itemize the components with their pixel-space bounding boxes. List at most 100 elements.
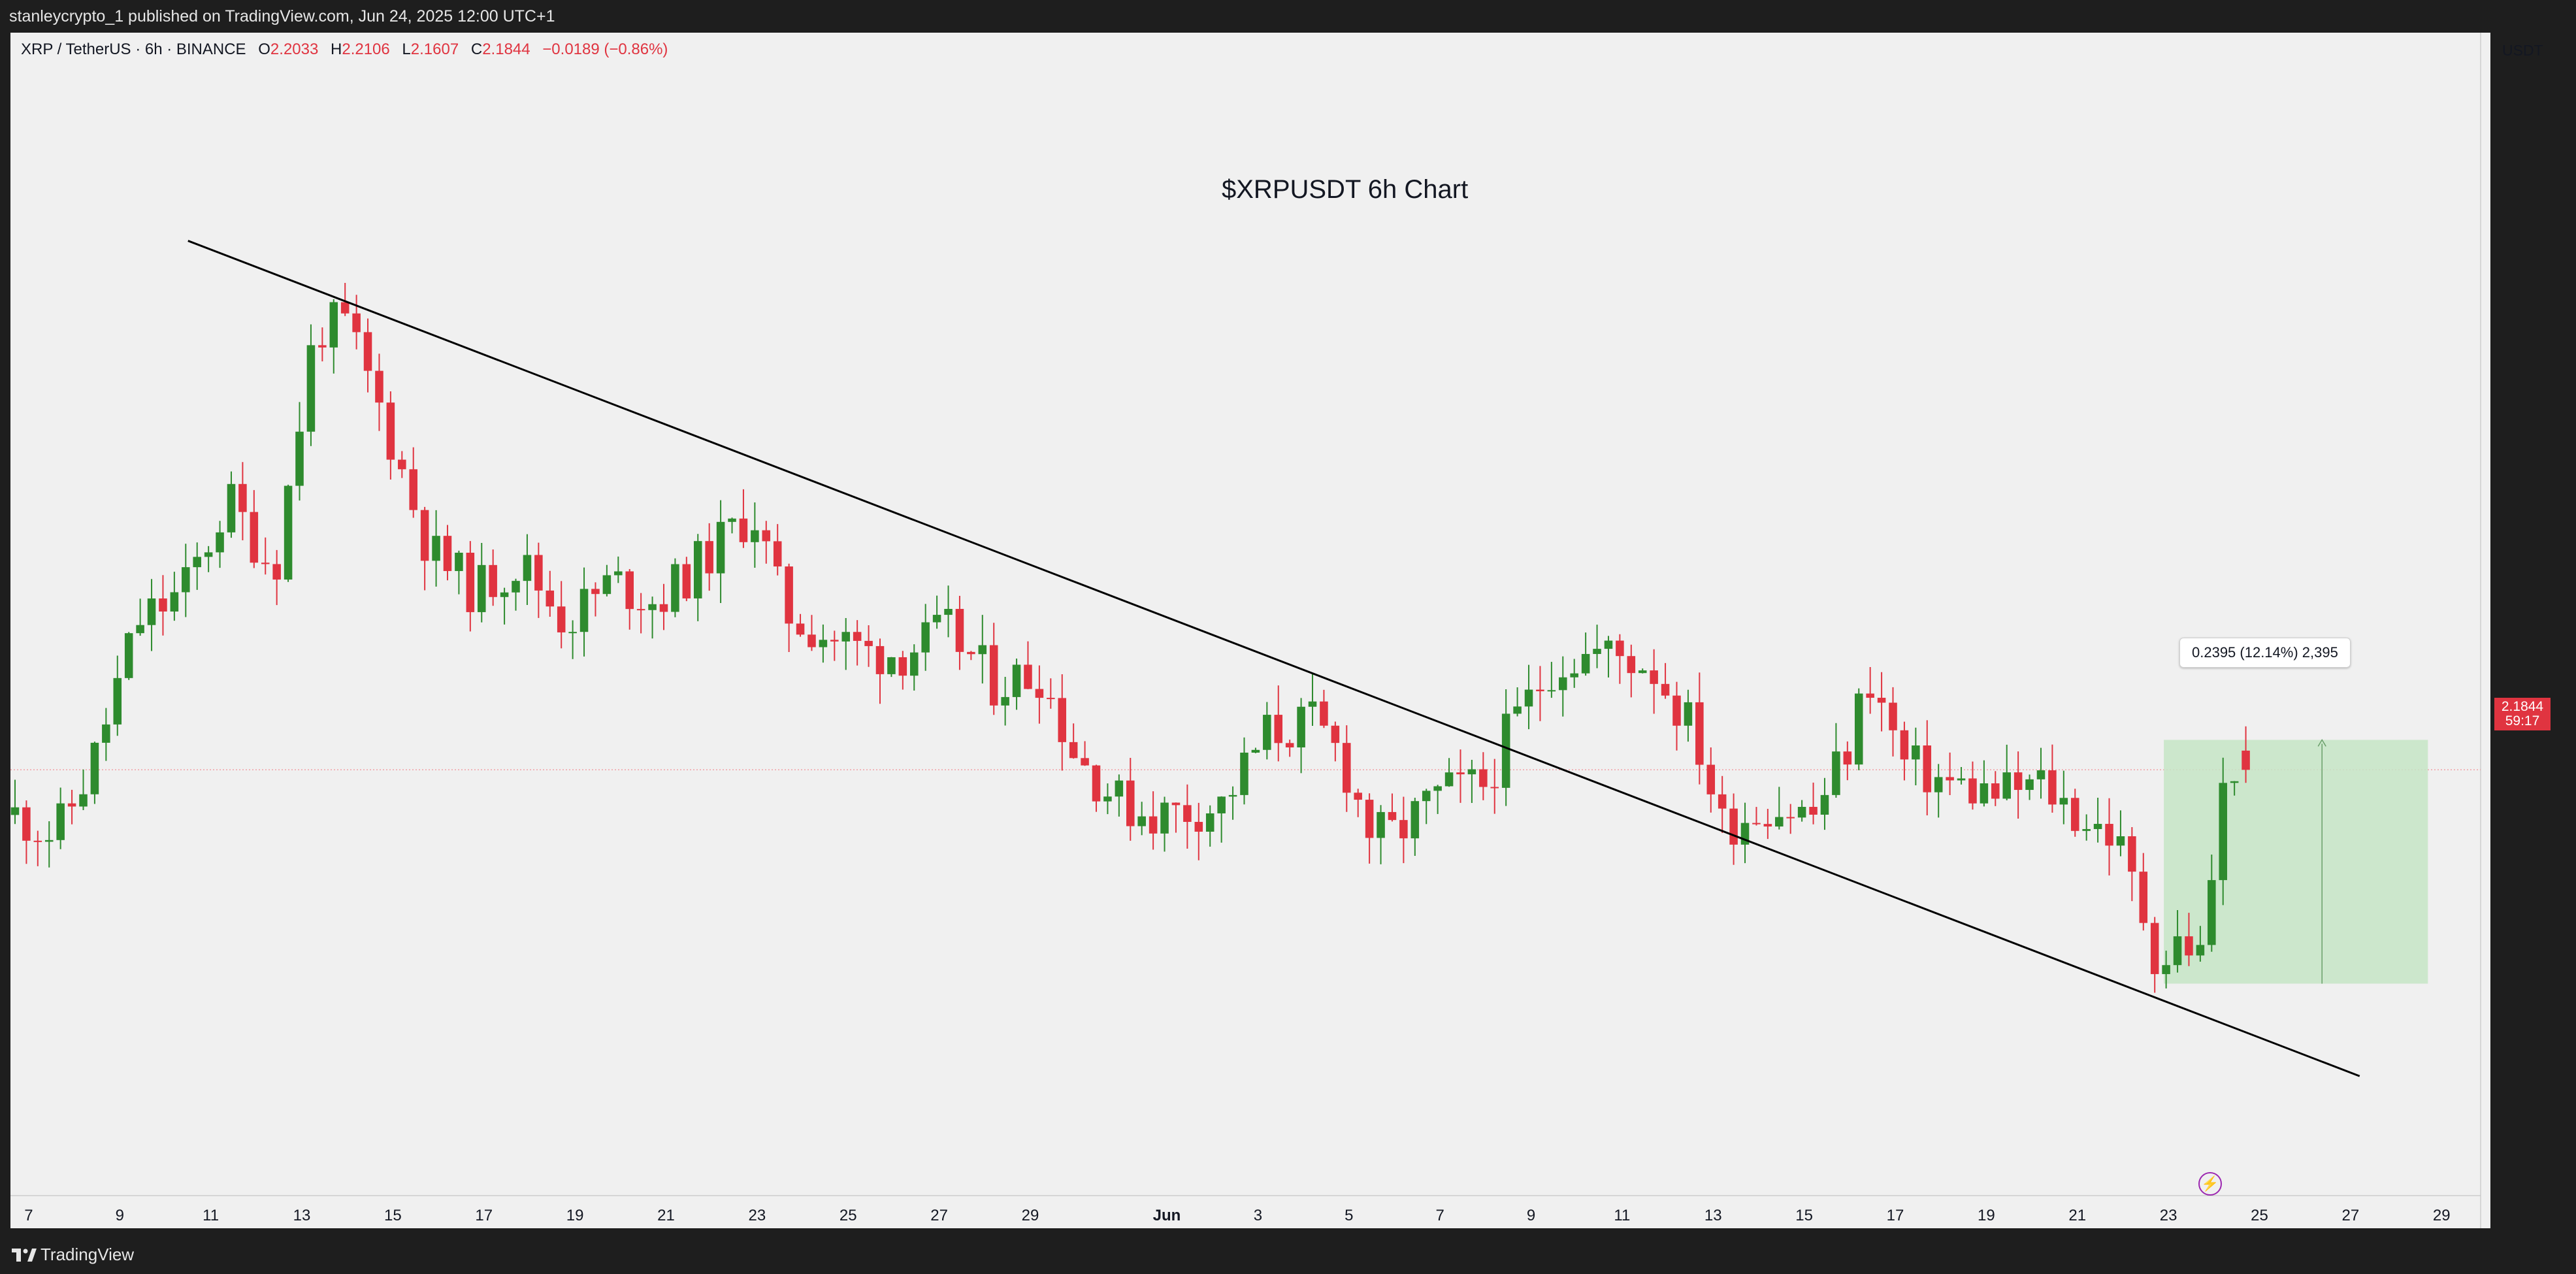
candle: [932, 615, 941, 623]
candle: [1547, 690, 1556, 692]
candle: [1320, 701, 1328, 726]
candle: [1513, 706, 1522, 714]
open-label: O: [258, 41, 270, 58]
candle: [1240, 753, 1248, 795]
candle: [352, 313, 361, 333]
x-tick-label: 5: [1345, 1207, 1353, 1224]
candle: [79, 794, 88, 807]
candle: [523, 555, 532, 581]
x-tick-label: 21: [2068, 1207, 2086, 1224]
candle: [306, 345, 316, 432]
axis-currency-label[interactable]: USDT: [2502, 42, 2543, 59]
candle: [602, 575, 611, 595]
candle: [1854, 693, 1863, 765]
flash-icon[interactable]: ⚡: [2198, 1172, 2222, 1196]
candle: [739, 518, 748, 542]
candle: [363, 332, 372, 371]
footer-brand[interactable]: TradingView: [41, 1245, 135, 1264]
candle: [466, 552, 475, 612]
candle: [489, 564, 497, 597]
candle: [1877, 698, 1886, 703]
candle: [1672, 695, 1681, 726]
candle: [2093, 824, 2102, 829]
last-price-tag: 2.1844 59:17: [2494, 698, 2551, 730]
candle: [295, 431, 304, 486]
candle: [136, 625, 144, 634]
candle: [534, 555, 543, 591]
candle: [773, 541, 782, 567]
candle: [579, 589, 589, 632]
candle: [682, 564, 691, 598]
candle: [1069, 742, 1078, 759]
candle: [705, 541, 713, 574]
candle: [1126, 780, 1135, 826]
x-tick-label: 21: [657, 1207, 675, 1224]
candle: [807, 634, 816, 647]
candle: [1616, 640, 1624, 657]
candle: [1661, 683, 1670, 696]
candle: [853, 632, 862, 641]
candle: [1444, 772, 1454, 787]
candle: [1479, 769, 1488, 787]
candle: [659, 604, 668, 612]
candle: [1889, 702, 1897, 730]
candle: [1343, 743, 1351, 793]
candle: [1308, 701, 1317, 707]
candle: [2014, 772, 2023, 791]
candle: [1217, 796, 1226, 813]
candlestick-chart[interactable]: 2.85002.80002.75002.70002.65002.60002.55…: [10, 33, 2490, 1228]
candle: [1581, 653, 1590, 674]
candle: [1820, 794, 1829, 815]
candle: [261, 563, 270, 564]
low-label: L: [402, 41, 411, 58]
candle: [1001, 696, 1009, 706]
symbol-legend: XRP / TetherUS · 6h · BINANCE O2.2033 H2…: [21, 41, 668, 59]
candle: [1627, 656, 1636, 674]
candle: [898, 657, 907, 676]
candle: [1115, 780, 1124, 797]
symbol-name[interactable]: XRP / TetherUS · 6h · BINANCE: [21, 41, 246, 58]
candle: [591, 589, 600, 595]
candle: [227, 483, 236, 532]
x-tick-label: 25: [2251, 1207, 2268, 1224]
candle: [921, 622, 930, 653]
candle: [785, 566, 793, 624]
publish-bar: stanleycrypto_1 published on TradingView…: [0, 0, 2576, 33]
measure-label: 0.2395 (12.14%) 2,395: [2179, 638, 2351, 668]
x-tick-label: 17: [475, 1207, 493, 1224]
candle: [182, 567, 190, 593]
candle: [102, 724, 110, 743]
candle: [90, 742, 99, 794]
x-tick-label: 19: [1978, 1207, 1995, 1224]
candle: [864, 640, 873, 646]
candle: [1775, 817, 1784, 827]
candle: [1638, 670, 1647, 674]
candle: [1251, 749, 1260, 753]
low-value: 2.1607: [410, 41, 459, 58]
x-tick-label: 9: [116, 1207, 124, 1224]
candle: [272, 564, 281, 580]
candle: [216, 532, 224, 553]
candle: [1866, 693, 1874, 698]
candle: [2025, 779, 2034, 791]
publish-line: stanleycrypto_1 published on TradingView…: [9, 7, 555, 25]
candle: [1536, 689, 1544, 692]
candle: [693, 541, 702, 598]
candle: [636, 609, 645, 611]
chart-area[interactable]: 2.85002.80002.75002.70002.65002.60002.55…: [10, 33, 2490, 1228]
candle: [204, 552, 213, 557]
x-tick-label: 17: [1887, 1207, 1904, 1224]
candle: [398, 459, 406, 470]
candle: [56, 803, 65, 840]
descending-trendline: [187, 240, 2360, 1077]
candle: [22, 807, 31, 841]
candle: [455, 552, 463, 572]
candle: [1957, 778, 1966, 781]
candle: [1923, 745, 1932, 792]
candle: [1103, 796, 1112, 802]
x-tick-label: 13: [293, 1207, 311, 1224]
candle: [1410, 801, 1420, 839]
candle: [944, 608, 953, 615]
candle: [420, 510, 429, 561]
x-tick-label: 7: [1435, 1207, 1444, 1224]
